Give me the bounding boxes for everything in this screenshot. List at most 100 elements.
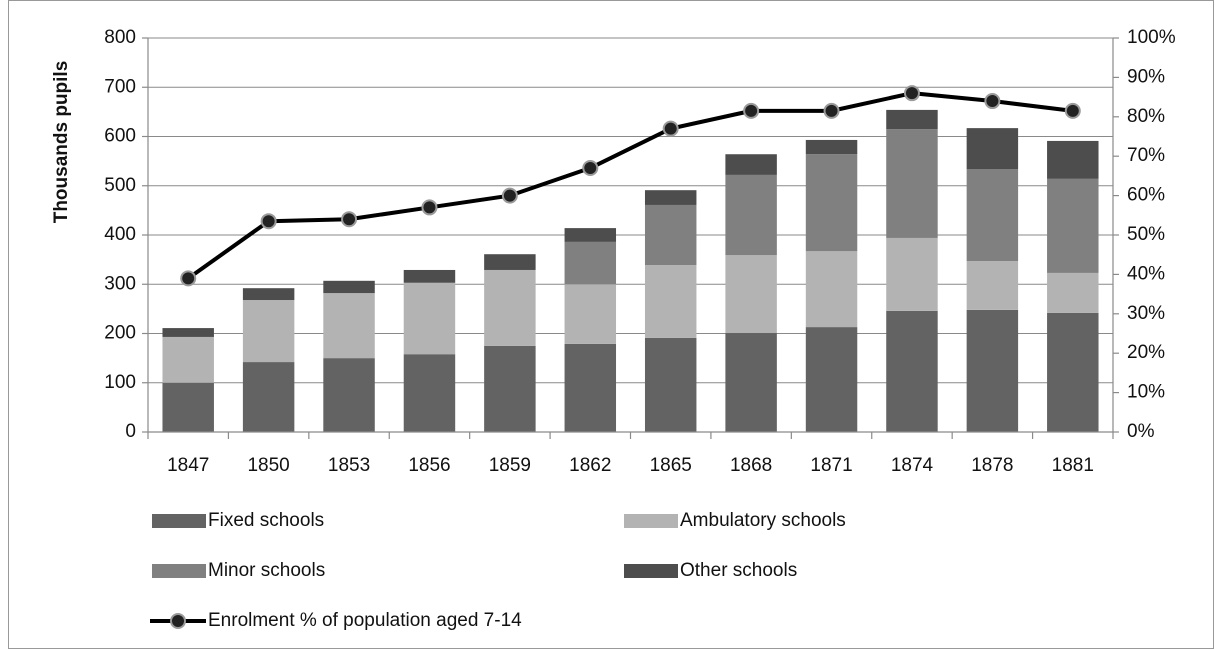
bar-segment xyxy=(323,293,375,359)
legend-marker xyxy=(170,613,186,629)
y-tick-label: 0 xyxy=(125,421,136,442)
bar-segment xyxy=(564,228,617,242)
bar-segment xyxy=(805,327,858,432)
x-tick-label: 1878 xyxy=(971,455,1013,476)
x-tick-label: 1859 xyxy=(489,455,531,476)
bar-segment xyxy=(966,128,1019,170)
y2-tick-label: 70% xyxy=(1127,145,1165,166)
bar-segment xyxy=(886,237,938,311)
line-marker xyxy=(180,270,197,287)
bar-segment xyxy=(966,309,1019,432)
bar-segment xyxy=(886,129,938,238)
bar-segment xyxy=(323,358,375,432)
bar-segment xyxy=(886,310,938,432)
line-marker xyxy=(501,187,518,204)
x-tick-label: 1853 xyxy=(328,455,370,476)
y-tick-label: 800 xyxy=(104,27,136,48)
legend-label: Other schools xyxy=(680,560,797,581)
y2-tick-label: 40% xyxy=(1127,263,1165,284)
bar-segment xyxy=(323,280,375,294)
bar-segment xyxy=(242,288,295,301)
line-marker xyxy=(341,211,358,228)
line-marker xyxy=(823,102,840,119)
bar-segment xyxy=(484,269,536,346)
bar-segment xyxy=(725,255,777,334)
y2-tick-label: 10% xyxy=(1127,382,1165,403)
bar-segment xyxy=(242,362,295,432)
x-tick-label: 1881 xyxy=(1052,455,1094,476)
bar-segment xyxy=(162,336,214,383)
bar-segment xyxy=(644,337,697,432)
bar-segment xyxy=(403,282,456,355)
bar-segment xyxy=(564,284,617,344)
bar-segment xyxy=(805,139,858,155)
legend-swatch xyxy=(624,564,678,578)
x-tick-label: 1847 xyxy=(167,455,209,476)
line-marker xyxy=(421,199,438,216)
legend-label: Enrolment % of population aged 7-14 xyxy=(208,610,522,631)
bar-segment xyxy=(966,169,1019,262)
line-marker xyxy=(662,120,679,137)
y-tick-label: 500 xyxy=(104,175,136,196)
bar-segment xyxy=(725,174,777,256)
x-tick-label: 1868 xyxy=(730,455,772,476)
bar-segment xyxy=(1047,140,1099,179)
legend-label: Ambulatory schools xyxy=(680,510,846,531)
bar-segment xyxy=(242,300,295,363)
bar-segment xyxy=(403,354,456,432)
y2-tick-label: 100% xyxy=(1127,27,1176,48)
bar-segment xyxy=(886,109,938,130)
y-tick-label: 100 xyxy=(104,372,136,393)
legend-swatch xyxy=(624,514,678,528)
bar-segment xyxy=(805,154,858,252)
y2-tick-label: 20% xyxy=(1127,342,1165,363)
line-marker xyxy=(984,93,1001,110)
line-marker xyxy=(743,102,760,119)
y-tick-label: 300 xyxy=(104,273,136,294)
bar-segment xyxy=(162,382,214,432)
bar-segment xyxy=(966,261,1019,310)
x-tick-label: 1862 xyxy=(569,455,611,476)
legend-swatch xyxy=(152,514,206,528)
bar-segment xyxy=(725,333,777,432)
x-tick-label: 1871 xyxy=(810,455,852,476)
line-marker xyxy=(903,85,920,102)
y-tick-label: 200 xyxy=(104,323,136,344)
bar-segment xyxy=(1047,178,1099,273)
bar-segment xyxy=(644,265,697,338)
y2-tick-label: 0% xyxy=(1127,421,1155,442)
x-tick-label: 1856 xyxy=(408,455,450,476)
y2-tick-label: 90% xyxy=(1127,66,1165,87)
x-tick-label: 1865 xyxy=(650,455,692,476)
bar-segment xyxy=(1047,272,1099,313)
y-tick-label: 600 xyxy=(104,126,136,147)
x-tick-label: 1874 xyxy=(891,455,934,476)
line-marker xyxy=(1064,102,1081,119)
line-marker xyxy=(582,160,599,177)
line-marker xyxy=(260,213,277,230)
x-tick-label: 1850 xyxy=(247,455,289,476)
bar-segment xyxy=(644,190,697,205)
legend-swatch xyxy=(152,564,206,578)
bar-segment xyxy=(403,269,456,283)
bar-segment xyxy=(725,154,777,175)
y2-tick-label: 60% xyxy=(1127,185,1165,206)
bar-segment xyxy=(1047,312,1099,432)
bar-segment xyxy=(564,343,617,432)
y-axis-title: Thousands pupils xyxy=(51,61,72,224)
y2-tick-label: 50% xyxy=(1127,224,1165,245)
bar-segment xyxy=(644,204,697,266)
y-tick-label: 700 xyxy=(104,76,136,97)
y-tick-label: 400 xyxy=(104,224,136,245)
legend-label: Minor schools xyxy=(208,560,325,581)
legend-label: Fixed schools xyxy=(208,510,324,531)
bar-segment xyxy=(484,345,536,432)
bar-segment xyxy=(162,328,214,337)
y2-tick-label: 30% xyxy=(1127,303,1165,324)
line xyxy=(187,91,1074,280)
y2-tick-label: 80% xyxy=(1127,106,1165,127)
bar-segment xyxy=(564,241,617,285)
bar-segment xyxy=(805,251,858,328)
bar-segment xyxy=(484,254,536,270)
